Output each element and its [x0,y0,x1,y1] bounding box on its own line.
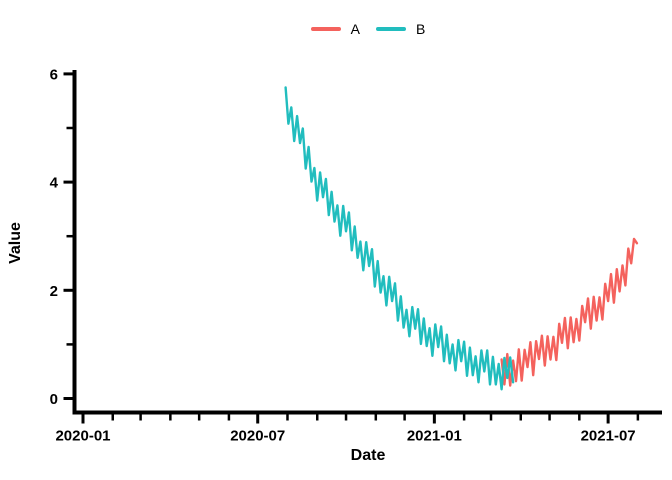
legend-item-a: A [310,21,360,37]
legend-item-b: B [376,22,425,36]
legend-label-b: B [416,21,426,37]
x-tick-label: 2021-01 [407,428,462,445]
series-b-line [284,86,515,391]
legend-swatch-a [310,26,341,32]
legend: A B [74,21,662,37]
y-tick-label: 6 [50,66,58,83]
legend-swatch-b [376,26,406,32]
y-tick-label: 4 [50,175,59,192]
x-tick-label: 2020-01 [55,428,110,445]
y-tick-label: 2 [50,283,58,300]
legend-label-a: A [350,21,360,37]
x-axis-title: Date [350,447,386,464]
series-a-line [500,237,639,387]
x-tick-label: 2020-07 [230,428,285,445]
y-axis-title: Value [7,222,24,264]
x-tick-label: 2021-07 [581,428,636,445]
y-tick-label: 0 [50,391,58,408]
